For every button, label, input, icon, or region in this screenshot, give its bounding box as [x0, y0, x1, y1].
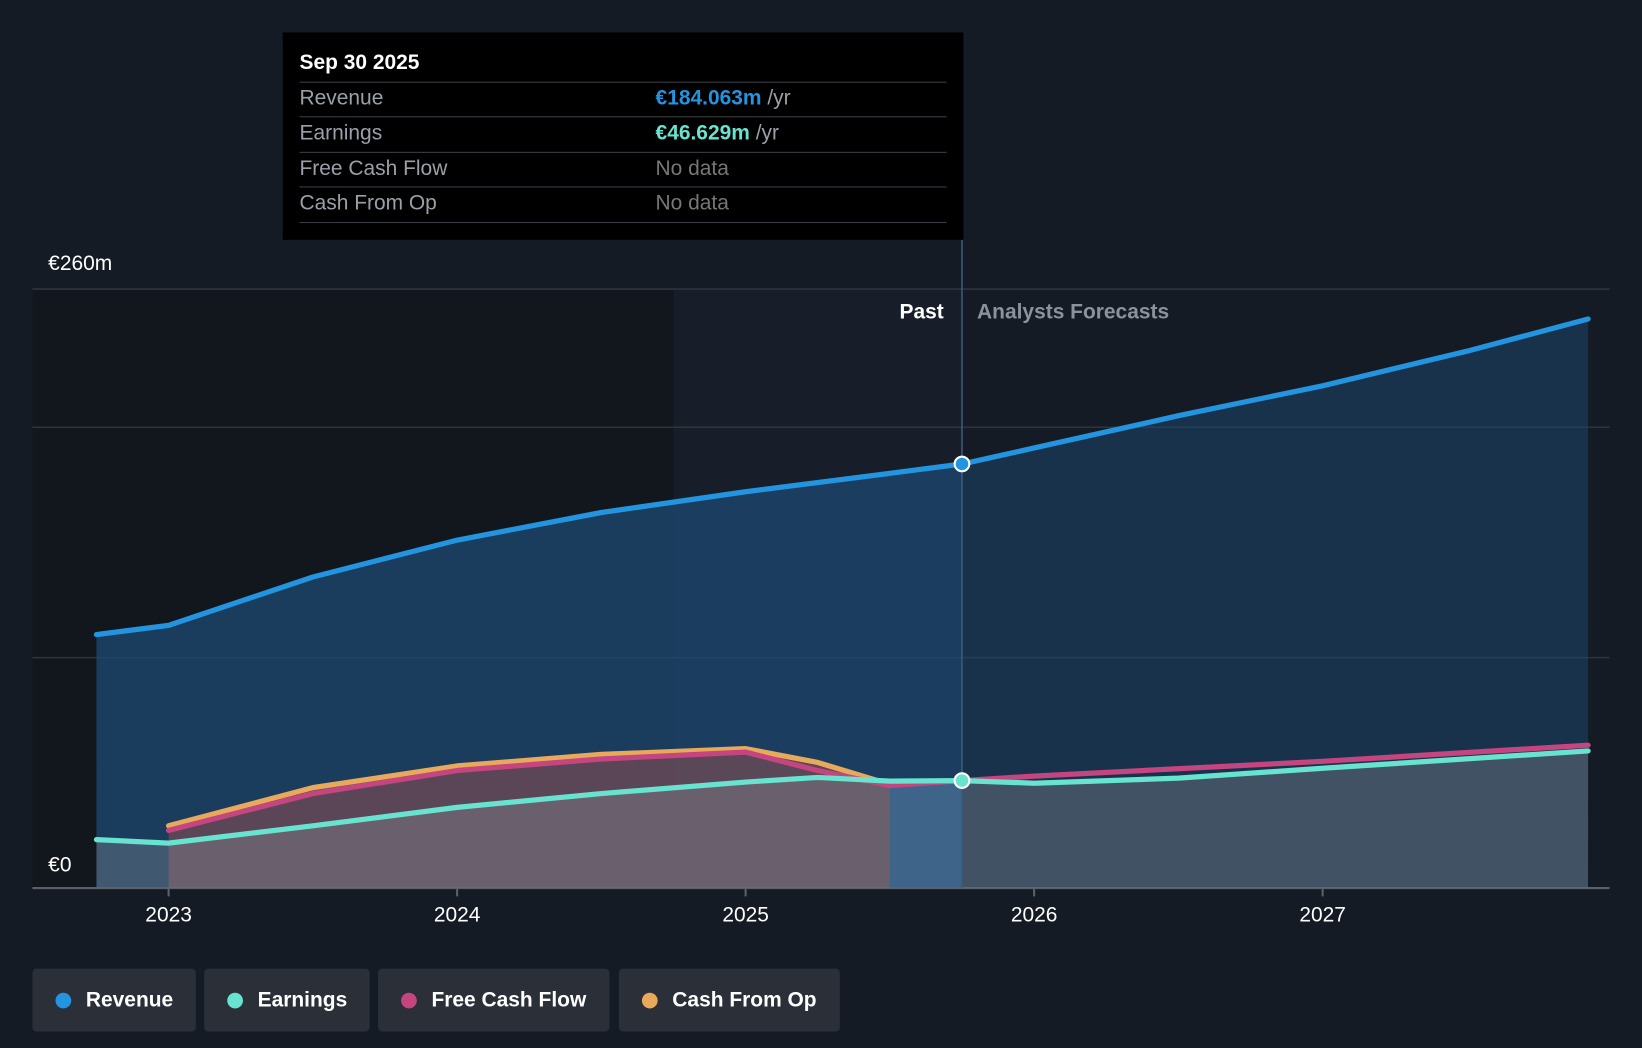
tooltip-value: €46.629m	[655, 121, 750, 145]
revenue-area	[96, 318, 1589, 889]
legend-dot-icon	[401, 992, 417, 1008]
x-tick-label: 2023	[145, 904, 192, 927]
tooltip-value: No data	[655, 191, 729, 215]
earnings-area	[96, 750, 1589, 889]
x-tick-label: 2024	[434, 904, 481, 927]
x-tick-label: 2026	[1011, 904, 1058, 927]
tooltip-row: Earnings €46.629m /yr	[299, 116, 947, 151]
tooltip-row-label: Cash From Op	[299, 191, 437, 215]
tooltip-row-value: No data	[656, 157, 729, 181]
earnings-line	[93, 748, 1591, 846]
tooltip-value: No data	[655, 157, 729, 181]
tooltip-row: Cash From Op No data	[299, 186, 947, 221]
free-cash-flow-line	[165, 742, 1591, 834]
tooltip-row-label: Earnings	[299, 121, 383, 145]
latest-period-band	[889, 781, 962, 889]
tooltip-row-label: Revenue	[299, 86, 384, 110]
legend-item-cash-from-op[interactable]: Cash From Op	[618, 968, 840, 1032]
tooltip-value: €184.063m	[655, 86, 762, 110]
tooltip-date: Sep 30 2025	[299, 51, 420, 75]
legend-dot-icon	[227, 992, 243, 1008]
tooltip-row-value: No data	[656, 192, 729, 216]
tooltip-row-value: €184.063m /yr	[656, 87, 791, 111]
legend-dot-icon	[55, 992, 72, 1008]
tooltip-row: Revenue €184.063m /yr	[299, 81, 947, 117]
x-tick-label: 2027	[1299, 904, 1346, 927]
tooltip-row-label: Free Cash Flow	[299, 157, 448, 181]
x-tick-label: 2025	[722, 904, 769, 927]
legend-item-earnings[interactable]: Earnings	[204, 968, 370, 1032]
tooltip-row: Free Cash Flow No data	[299, 151, 947, 187]
revenue-marker	[953, 455, 971, 473]
y-tick-label-zero: €0	[48, 853, 72, 877]
legend-label: Revenue	[85, 988, 174, 1012]
legend-label: Cash From Op	[672, 988, 817, 1012]
tooltip: Sep 30 2025 Revenue €184.063m /yr Earning…	[282, 32, 964, 240]
legend-label: Earnings	[257, 988, 348, 1012]
legend-item-free-cash-flow[interactable]: Free Cash Flow	[378, 968, 610, 1032]
legend-label: Free Cash Flow	[431, 988, 587, 1012]
y-tick-label-top: €260m	[48, 252, 113, 276]
past-label: Past	[899, 300, 944, 324]
legend-dot-icon	[641, 992, 658, 1008]
tooltip-row-value: €46.629m /yr	[656, 121, 779, 145]
legend-item-revenue[interactable]: Revenue	[32, 968, 196, 1032]
forecast-label: Analysts Forecasts	[977, 300, 1170, 324]
tooltip-unit: /yr	[755, 121, 779, 145]
cash-from-op-line	[165, 746, 893, 829]
earnings-marker	[953, 772, 971, 789]
revenue-line	[93, 316, 1591, 638]
tooltip-unit: /yr	[767, 86, 791, 110]
